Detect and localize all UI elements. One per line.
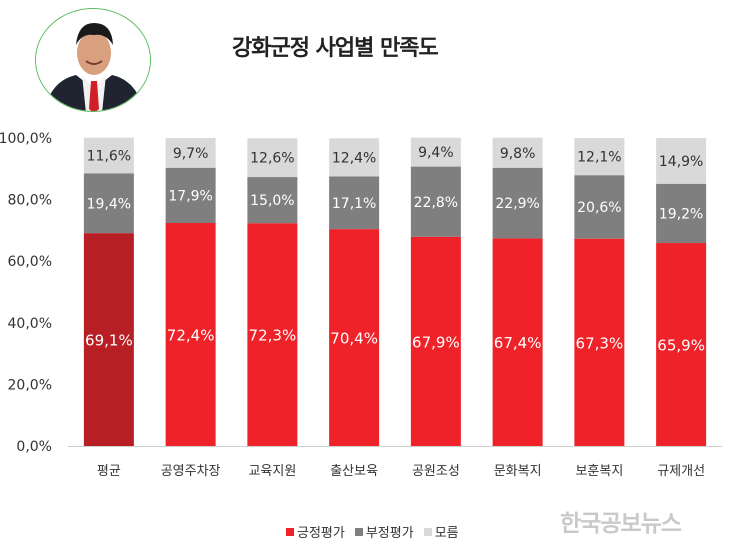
legend-label-negative: 부정평가 <box>365 526 414 541</box>
data-label-negative: 19,4% <box>87 196 131 212</box>
legend-swatch-unknown <box>423 527 432 536</box>
bar-segment-negative <box>83 173 134 234</box>
legend-item-negative: 부정평가 <box>354 522 414 541</box>
x-tick-label: 문화복지 <box>494 464 542 479</box>
bar-segment-negative <box>492 167 543 239</box>
y-tick-label: 80,0% <box>8 193 52 209</box>
legend-label-positive: 긍정평가 <box>297 526 345 541</box>
data-label-negative: 22,8% <box>414 195 458 211</box>
x-tick-label: 교육지원 <box>248 464 296 479</box>
bar-segment-negative <box>656 183 707 244</box>
data-label-negative: 19,2% <box>659 206 703 222</box>
data-label-positive: 65,9% <box>657 337 705 355</box>
bar-segment-negative <box>410 166 461 237</box>
data-label-positive: 70,4% <box>330 330 378 348</box>
data-label-positive: 72,4% <box>167 327 215 345</box>
legend-label-unknown: 모름 <box>434 526 459 541</box>
data-label-positive: 69,1% <box>85 332 133 350</box>
data-label-unknown: 12,1% <box>577 150 621 166</box>
legend-item-unknown: 모름 <box>423 522 459 541</box>
bar-segment-unknown <box>165 138 216 168</box>
bar-segment-negative <box>329 176 380 230</box>
data-label-negative: 22,9% <box>495 196 539 212</box>
chart-title: 강화군정 사업별 만족도 <box>232 36 439 61</box>
data-label-positive: 72,3% <box>249 327 297 345</box>
bar-segment-unknown <box>656 138 707 184</box>
bar-segment-positive <box>247 223 298 446</box>
bar-segment-positive <box>410 236 461 446</box>
portrait-photo <box>35 8 151 112</box>
bar-segment-unknown <box>83 137 134 174</box>
bar-segment-negative <box>574 175 625 239</box>
watermark: 한국공보뉴스 <box>560 511 682 537</box>
bar-segment-positive <box>574 238 625 446</box>
data-label-unknown: 9,7% <box>173 146 209 162</box>
data-label-negative: 15,0% <box>250 193 294 209</box>
x-tick-label: 보훈복지 <box>575 464 623 479</box>
data-label-positive: 67,4% <box>494 334 542 352</box>
x-tick-label: 평균 <box>97 464 121 479</box>
y-tick-label: 0,0% <box>16 439 52 455</box>
legend: 긍정평가 부정평가 모름 <box>286 522 459 541</box>
data-label-unknown: 14,9% <box>659 154 703 170</box>
bar-segment-unknown <box>410 137 461 167</box>
bar-segment-unknown <box>247 138 298 178</box>
data-label-negative: 17,1% <box>332 196 376 212</box>
bar-segment-positive <box>656 243 707 446</box>
bar-segment-positive <box>83 233 134 446</box>
bar-segment-positive <box>165 223 216 446</box>
bar-segment-unknown <box>574 138 625 176</box>
y-tick-label: 100,0% <box>0 131 52 147</box>
y-tick-label: 60,0% <box>8 254 52 270</box>
data-label-unknown: 9,4% <box>418 145 454 161</box>
bar-segment-negative <box>165 167 216 224</box>
data-label-negative: 17,9% <box>168 188 212 204</box>
x-tick-label: 출산보육 <box>330 464 378 479</box>
x-tick-label: 규제개선 <box>657 464 705 479</box>
data-label-positive: 67,3% <box>576 334 624 352</box>
y-tick-label: 40,0% <box>8 316 52 332</box>
x-tick-label: 공원조성 <box>412 464 460 479</box>
legend-item-positive: 긍정평가 <box>286 522 345 541</box>
data-label-unknown: 11,6% <box>87 149 131 165</box>
bar-segment-negative <box>247 177 298 224</box>
data-label-unknown: 12,6% <box>250 151 294 167</box>
data-label-positive: 67,9% <box>412 333 460 351</box>
x-tick-label: 공영주차장 <box>161 464 221 479</box>
bar-segment-unknown <box>492 137 543 168</box>
bar-segment-unknown <box>329 138 380 177</box>
data-label-unknown: 9,8% <box>500 146 536 162</box>
y-tick-label: 20,0% <box>8 377 52 393</box>
legend-swatch-negative <box>354 527 363 536</box>
bar-segment-positive <box>329 229 380 446</box>
data-label-unknown: 12,4% <box>332 150 376 166</box>
data-label-negative: 20,6% <box>577 200 621 216</box>
bar-segment-positive <box>492 238 543 446</box>
legend-swatch-positive <box>286 527 294 536</box>
